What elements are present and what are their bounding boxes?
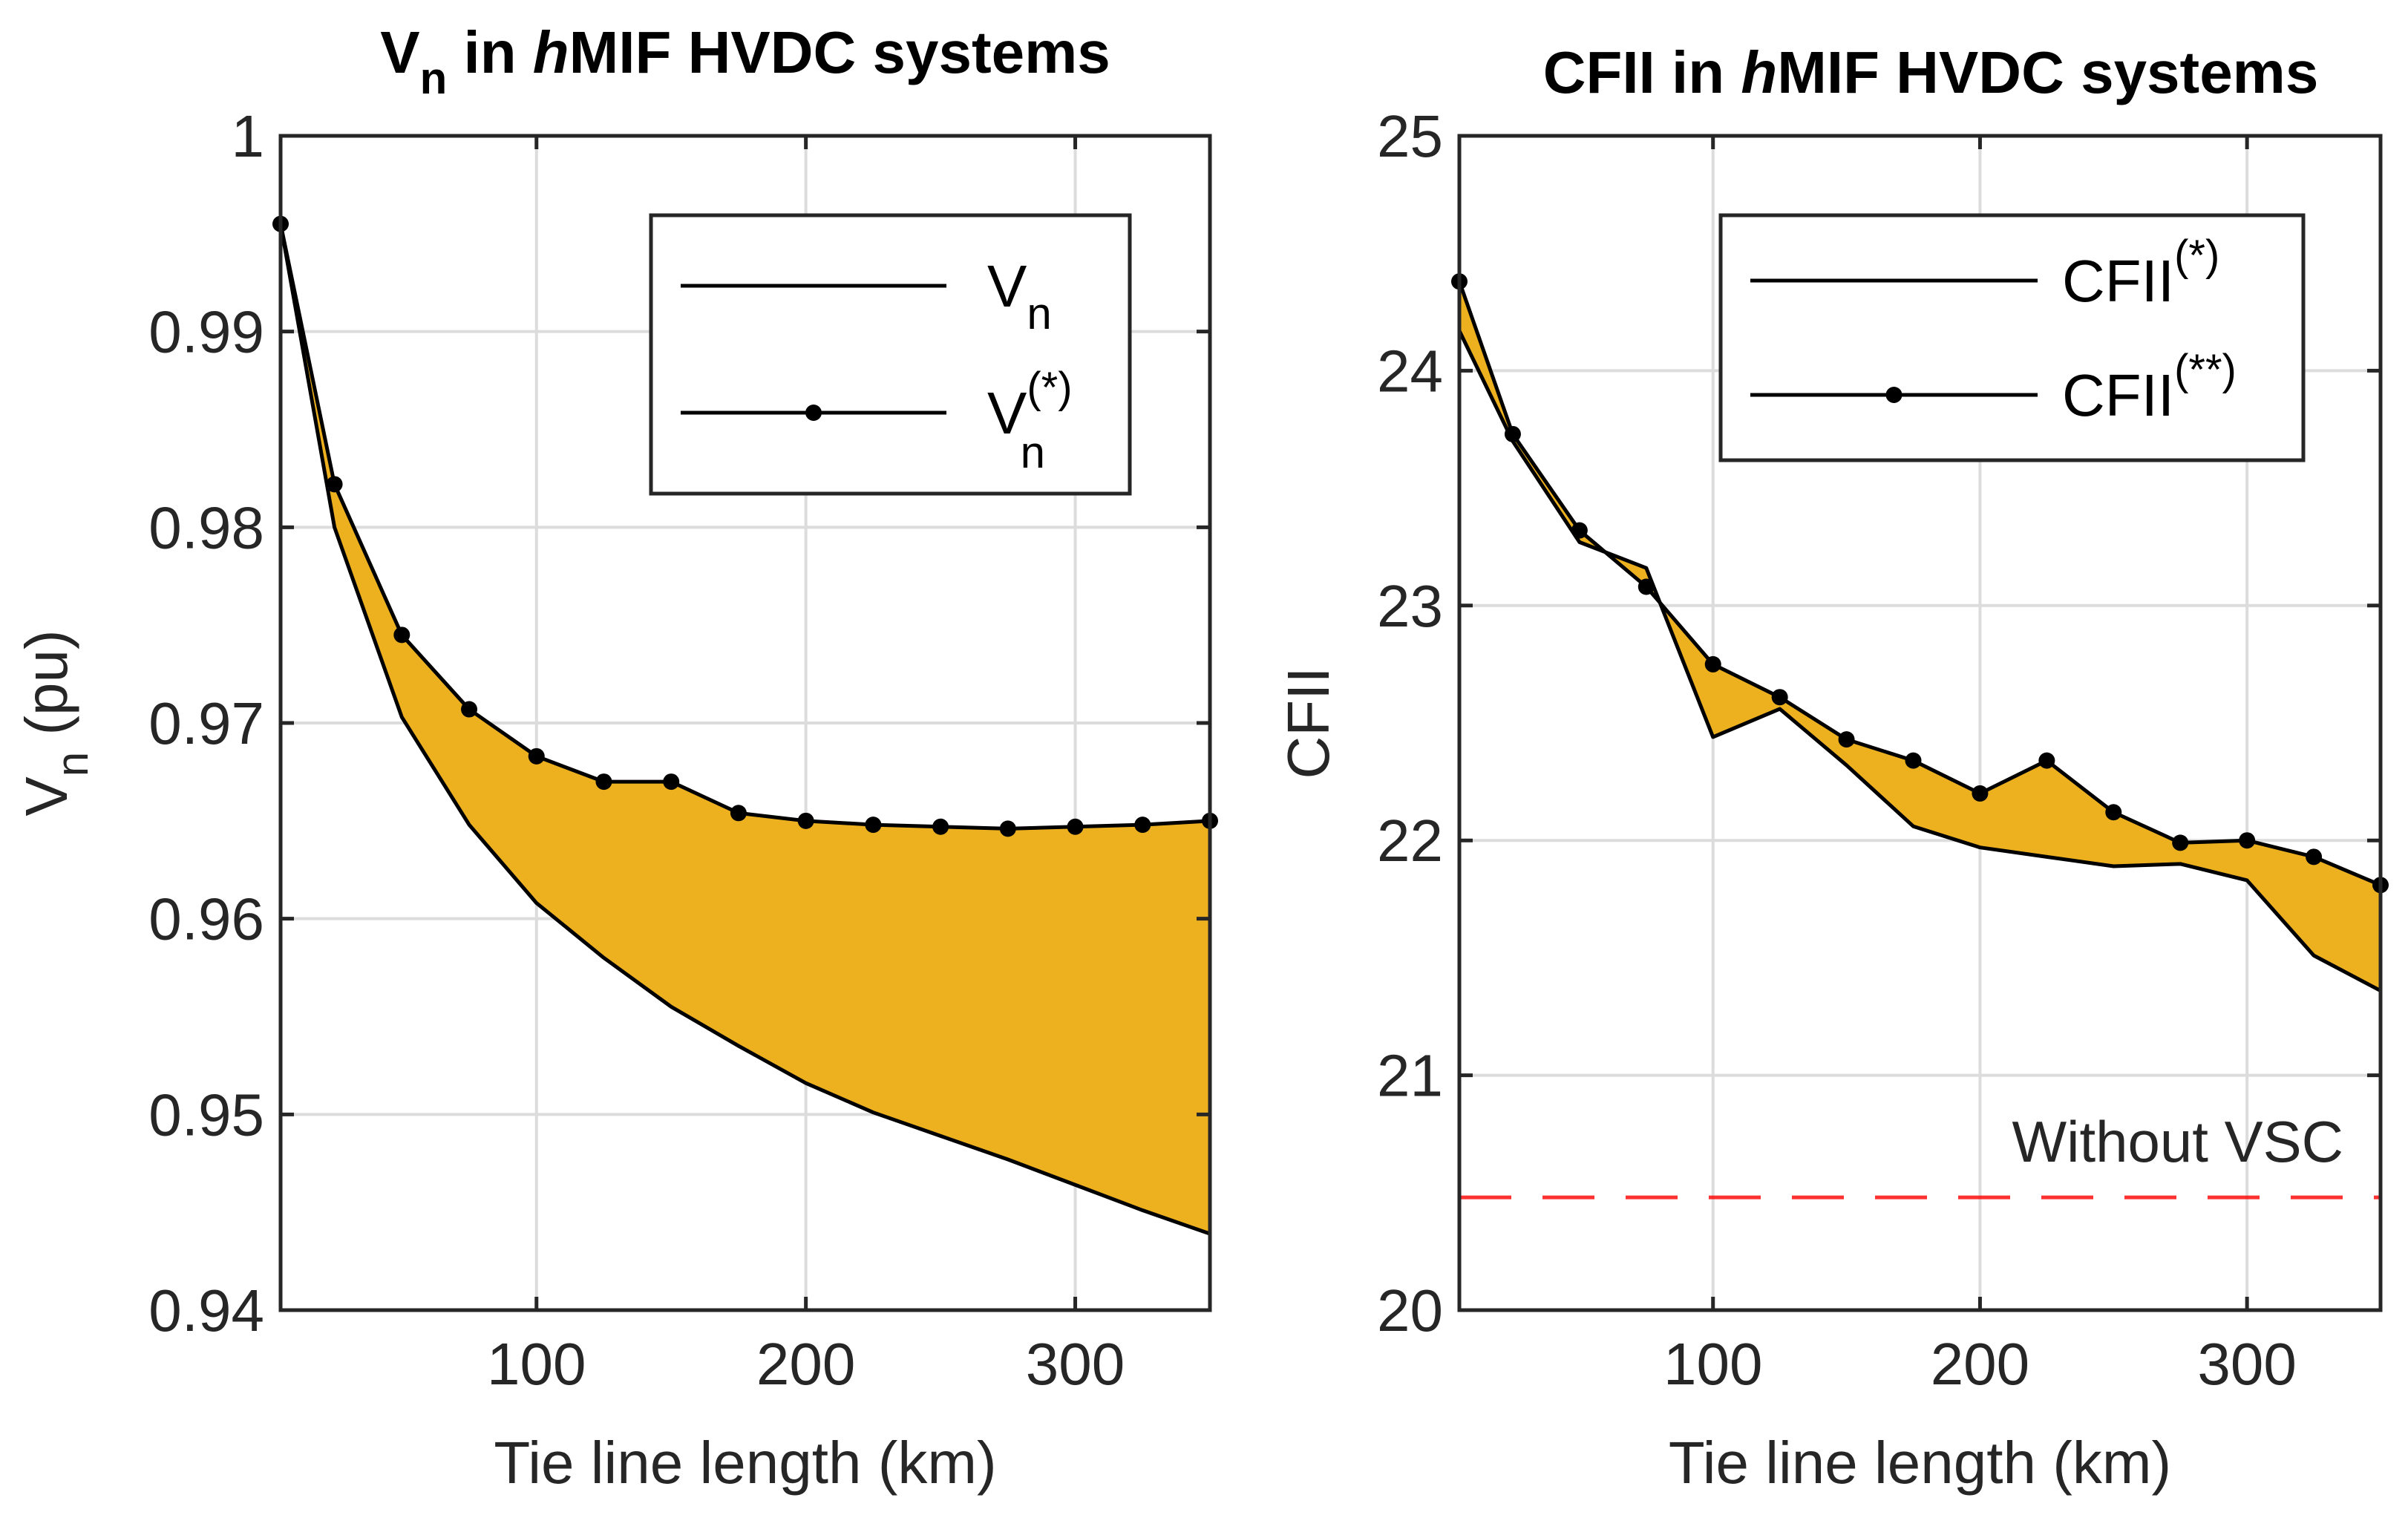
x-tick-label: 300 [1026,1331,1125,1397]
data-point [730,805,747,822]
y-tick-label: 23 [1377,573,1443,639]
shaded-region [281,223,1210,1234]
data-point [595,773,612,791]
data-point [1571,522,1588,539]
x-tick-label: 100 [1663,1331,1762,1397]
data-point [932,818,949,835]
y-tick-label: 1 [232,103,265,169]
legend: CFII(*) CFII(**) [1718,213,2306,462]
legend: Vn V(*) n [649,213,1132,496]
chart-panel-2: Without VSC 100 200 300 20 21 22 23 24 25 Tie line… [1275,39,2389,1496]
data-point [1504,425,1521,442]
shaded-region [1459,281,2381,991]
x-axis-label: Tie line length (km) [1669,1430,2171,1496]
data-point [326,476,343,493]
data-point [2239,832,2256,849]
legend-entry-2: CFII(**) [2062,346,2237,428]
chart-panel-1: 100 200 300 0.94 0.95 0.96 0.97 0.98 0.99 1 Tie li… [13,19,1218,1496]
y-tick-label: 0.98 [148,494,264,560]
data-point [1972,785,1989,802]
data-point [1838,731,1855,748]
axes-box [1457,134,2383,1312]
y-tick-label: 20 [1377,1277,1443,1344]
legend-box [649,213,1132,496]
series-line-1 [278,223,1211,1236]
y-tick-label: 0.94 [148,1277,264,1344]
legend-entry-2: V(*) n [987,364,1073,477]
legend-box [1718,213,2306,462]
x-axis-label: Tie line length (km) [494,1430,996,1496]
y-tick-label: 25 [1377,103,1443,169]
legend-entry-1: Vn [987,253,1052,338]
data-point [528,747,545,765]
data-point [865,817,882,834]
data-point [663,773,680,791]
y-tick-label: 21 [1377,1043,1443,1109]
data-point [2172,834,2189,851]
x-tick-label: 200 [756,1331,855,1397]
data-point [1905,752,1922,769]
data-point [797,812,814,829]
data-point [461,701,478,718]
reference-line-label: Without VSC [2012,1109,2343,1174]
x-tick-label: 100 [487,1331,586,1397]
data-point [2105,804,2122,821]
x-tick-label: 200 [1931,1331,2029,1397]
legend-entry-1: CFII(*) [2062,232,2219,314]
y-tick-label: 22 [1377,808,1443,874]
chart-title: Vn in hMIF HVDC systems [380,19,1110,103]
data-point [2038,752,2055,769]
data-point [1134,817,1151,834]
data-point [999,820,1016,837]
chart-title: CFII in hMIF HVDC systems [1543,39,2319,105]
legend-marker [805,405,822,421]
y-axis-label: CFII [1275,667,1341,779]
y-tick-label: 24 [1377,338,1443,404]
x-tick-label: 300 [2197,1331,2296,1397]
data-point [1771,689,1788,706]
data-point [1637,578,1655,595]
data-point [1067,818,1084,835]
legend-marker [1885,387,1902,403]
data-point [2306,848,2323,866]
data-point [393,626,410,644]
y-axis-label: Vn (pu) [13,629,97,816]
data-point [1704,655,1721,673]
y-tick-label: 0.99 [148,299,264,365]
y-tick-label: 0.97 [148,690,264,756]
y-tick-label: 0.95 [148,1082,264,1148]
y-tick-label: 0.96 [148,886,264,952]
